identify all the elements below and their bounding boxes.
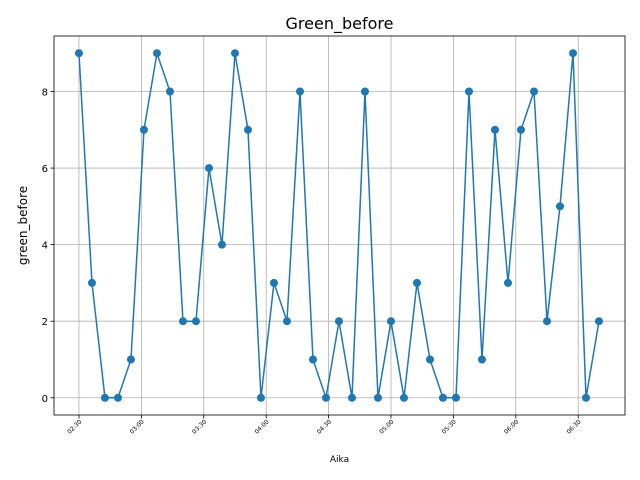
y-axis-label: green_before [16, 186, 30, 265]
y-tick-label: 2 [42, 317, 48, 328]
point [204, 164, 213, 173]
x-tick-label: 04:00 [253, 418, 270, 435]
point [360, 87, 369, 96]
point [438, 393, 447, 402]
point [269, 278, 278, 287]
point [243, 125, 252, 134]
y-tick-label: 8 [42, 88, 48, 99]
point [113, 393, 122, 402]
point [139, 125, 148, 134]
point [152, 49, 161, 58]
point [347, 393, 356, 402]
point [477, 355, 486, 364]
point [321, 393, 330, 402]
chart-title: Green_before [286, 14, 394, 34]
point [568, 49, 577, 58]
x-tick-label: 03:30 [191, 418, 208, 435]
point [230, 49, 239, 58]
x-tick-label: 06:30 [565, 418, 582, 435]
point [74, 49, 83, 58]
point [399, 393, 408, 402]
point [191, 317, 200, 326]
point [529, 87, 538, 96]
point [334, 317, 343, 326]
point [594, 317, 603, 326]
point [126, 355, 135, 364]
point [295, 87, 304, 96]
x-tick-label: 06:00 [503, 418, 520, 435]
x-axis-label: Aika [330, 455, 349, 465]
point [516, 125, 525, 134]
point [503, 278, 512, 287]
point [308, 355, 317, 364]
point [555, 202, 564, 211]
point [217, 240, 226, 249]
x-tick-label: 05:30 [441, 418, 458, 435]
point [412, 278, 421, 287]
x-tick-label: 02:30 [66, 418, 83, 435]
y-tick-label: 4 [42, 241, 48, 252]
point [464, 87, 473, 96]
y-tick-label: 6 [42, 164, 48, 175]
y-tick-label: 0 [42, 394, 48, 405]
point [87, 278, 96, 287]
point [542, 317, 551, 326]
point [165, 87, 174, 96]
point [425, 355, 434, 364]
point [386, 317, 395, 326]
line [78, 52, 600, 399]
point [373, 393, 382, 402]
point [100, 393, 109, 402]
plot-frame [53, 35, 626, 416]
point [451, 393, 460, 402]
point [256, 393, 265, 402]
point [282, 317, 291, 326]
point [581, 393, 590, 402]
point [178, 317, 187, 326]
point [490, 125, 499, 134]
x-tick-label: 05:00 [378, 418, 395, 435]
x-tick-label: 03:00 [129, 418, 146, 435]
x-tick-label: 04:30 [316, 418, 333, 435]
